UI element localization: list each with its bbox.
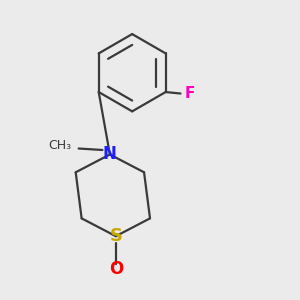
Text: F: F xyxy=(185,86,195,101)
Text: S: S xyxy=(109,227,122,245)
Text: N: N xyxy=(103,146,117,164)
Text: O: O xyxy=(109,260,123,278)
Text: CH₃: CH₃ xyxy=(48,139,71,152)
